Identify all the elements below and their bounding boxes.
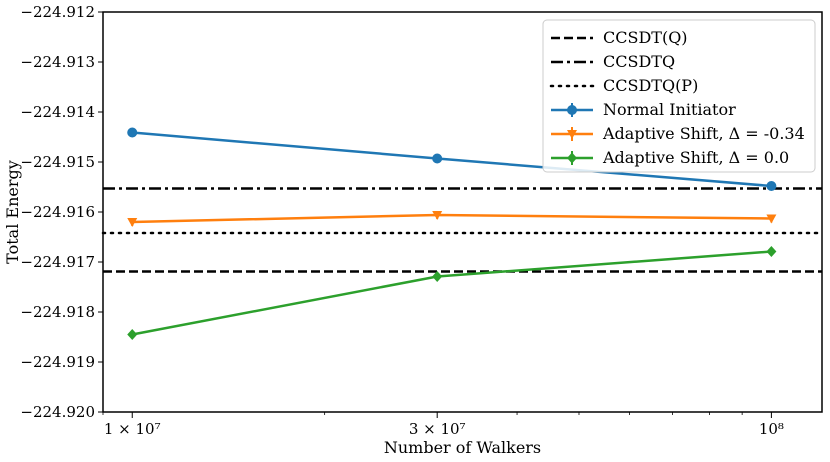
series-line-2	[132, 250, 772, 336]
legend-label-3: Normal Initiator	[603, 100, 736, 119]
legend-label-5: Adaptive Shift, Δ = 0.0	[602, 148, 789, 167]
legend-item-5: Adaptive Shift, Δ = 0.0	[551, 148, 789, 167]
legend-box	[542, 19, 816, 173]
legend-item-3: Normal Initiator	[551, 100, 736, 119]
data-point-1-0	[127, 218, 138, 227]
legend-marker-3	[567, 105, 577, 115]
legend-label-1: CCSDTQ	[603, 52, 675, 71]
x-tick-label-0: 1 × 10⁷	[104, 420, 161, 438]
data-point-2-2	[766, 246, 777, 257]
legend-item-0: CCSDT(Q)	[551, 28, 688, 47]
data-point-2-1	[432, 271, 443, 282]
y-tick-label-0: −224.912	[20, 3, 95, 21]
series-1	[127, 211, 777, 227]
legend-item-1: CCSDTQ	[551, 52, 675, 71]
x-axis-label: Number of Walkers	[384, 438, 541, 457]
y-axis: −224.912 −224.913 −224.914 −224.915 −224.916…	[20, 3, 103, 421]
data-point-0-1	[432, 153, 443, 164]
y-axis-label: Total Energy	[3, 160, 22, 264]
legend-label-2: CCSDTQ(P)	[603, 76, 698, 95]
x-tick-label-2: 10⁸	[759, 420, 784, 438]
data-point-1-1	[432, 211, 443, 220]
y-tick-label-5: −224.917	[20, 253, 95, 271]
legend-label-4: Adaptive Shift, Δ = -0.34	[602, 124, 805, 143]
x-axis: 1 × 10⁷ 3 × 10⁷ 10⁸	[102, 412, 784, 438]
y-tick-label-2: −224.914	[20, 103, 95, 121]
series-line-1	[132, 213, 772, 224]
data-point-2-0	[127, 329, 138, 340]
legend: CCSDT(Q) CCSDTQ CCSDTQ(P) Normal Initiator A…	[542, 19, 816, 173]
data-point-0-2	[766, 181, 777, 191]
x-tick-label-1: 3 × 10⁷	[409, 420, 466, 438]
series-2	[127, 246, 777, 340]
legend-item-4: Adaptive Shift, Δ = -0.34	[551, 124, 805, 143]
y-tick-label-6: −224.918	[20, 303, 95, 321]
legend-label-0: CCSDT(Q)	[603, 28, 688, 47]
data-point-1-2	[766, 214, 777, 224]
y-tick-label-4: −224.916	[20, 203, 95, 221]
data-point-0-0	[127, 127, 138, 138]
y-tick-label-8: −224.920	[20, 403, 95, 421]
series-0	[127, 127, 777, 191]
y-tick-label-3: −224.915	[20, 153, 95, 171]
legend-marker-5	[567, 152, 577, 164]
legend-item-2: CCSDTQ(P)	[549, 76, 698, 95]
y-tick-label-7: −224.919	[20, 353, 95, 371]
reference-lines	[101, 187, 824, 273]
series-layer	[127, 127, 777, 340]
legend-marker-4	[567, 130, 577, 139]
y-tick-label-1: −224.913	[20, 53, 95, 71]
